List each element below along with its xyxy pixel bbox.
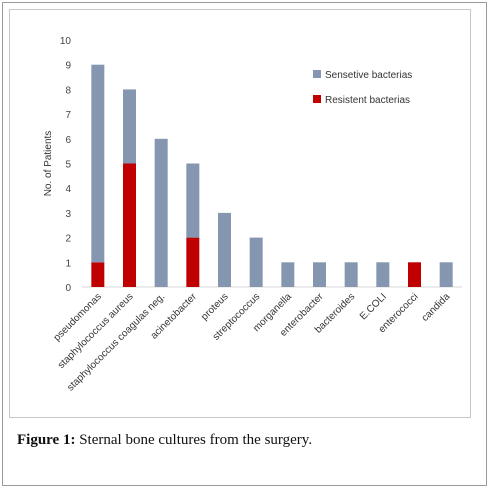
bar-sensetive-2 — [154, 138, 168, 287]
bar-sensetive-1 — [123, 89, 136, 164]
legend-swatch — [313, 95, 321, 103]
bar-sensetive-4 — [218, 212, 231, 287]
bar-sensetive-3 — [186, 163, 200, 238]
bar-resistent-1 — [123, 163, 136, 287]
bar-sensetive-5 — [249, 237, 263, 287]
bar-sensetive-6 — [281, 262, 295, 287]
y-tick-label: 1 — [65, 258, 71, 269]
y-tick-label: 6 — [65, 135, 71, 146]
figure-caption: Figure 1: Sternal bone cultures from the… — [17, 432, 312, 449]
legend-entry: Resistent bacterias — [325, 95, 410, 106]
bar-resistent-10 — [408, 262, 421, 287]
figure-caption-label: Figure 1: — [17, 432, 76, 448]
y-tick-label: 3 — [65, 209, 71, 220]
y-tick-label: 4 — [65, 184, 71, 195]
y-tick-label: 9 — [65, 61, 71, 72]
bar-sensetive-11 — [439, 262, 453, 287]
bar-sensetive-9 — [376, 262, 390, 287]
bar-sensetive-8 — [344, 262, 358, 287]
chart-frame — [9, 9, 471, 418]
y-tick-label: 5 — [65, 160, 71, 171]
y-axis-label: No. of Patients — [43, 131, 54, 197]
bar-resistent-3 — [186, 237, 200, 287]
figure-caption-text: Sternal bone cultures from the surgery. — [75, 432, 313, 448]
x-tick-label: E.COLI — [358, 291, 389, 322]
x-tick-label: candida — [420, 291, 453, 324]
bar-sensetive-7 — [313, 262, 326, 287]
bar-sensetive-0 — [91, 64, 105, 263]
legend-entry: Sensetive bacterias — [325, 70, 412, 81]
y-tick-label: 0 — [65, 283, 71, 294]
y-tick-label: 2 — [65, 234, 71, 245]
y-tick-label: 10 — [60, 36, 72, 47]
legend-swatch — [313, 70, 321, 78]
x-tick-label: proteus — [199, 291, 230, 322]
y-tick-label: 7 — [65, 110, 71, 121]
bar-resistent-0 — [91, 262, 105, 287]
y-tick-label: 8 — [65, 85, 71, 96]
